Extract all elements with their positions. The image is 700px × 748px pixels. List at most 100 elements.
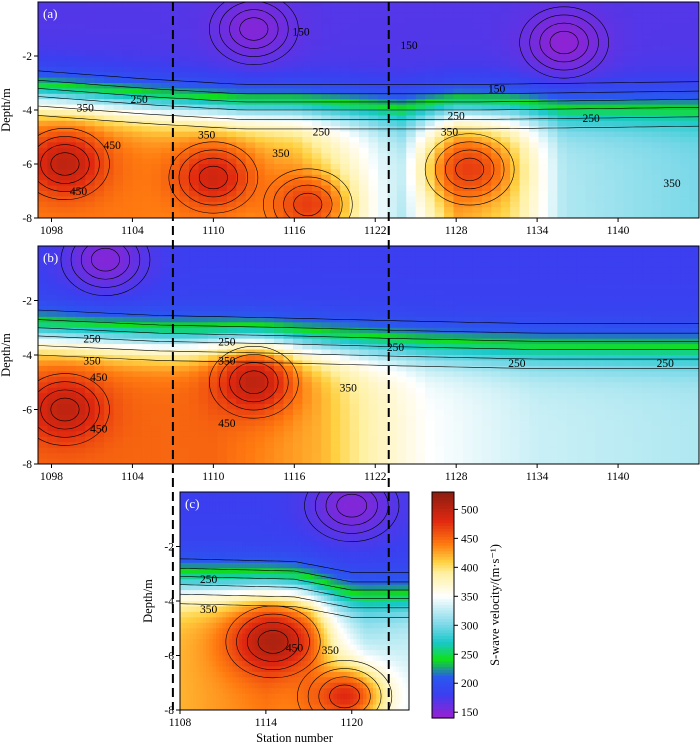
contour-line bbox=[297, 660, 393, 710]
contour-label: 250 bbox=[508, 358, 526, 370]
contour-label: 450 bbox=[90, 372, 108, 384]
x-tick-label: 1134 bbox=[526, 471, 549, 483]
x-tick-label: 1122 bbox=[364, 471, 387, 483]
x-tick-label: 1116 bbox=[283, 225, 305, 237]
y-tick-label: -8 bbox=[22, 459, 32, 471]
contour-label: 350 bbox=[340, 383, 358, 395]
contour-label: 450 bbox=[218, 418, 236, 430]
x-tick-label: 1128 bbox=[445, 225, 468, 237]
x-tick-label: 1134 bbox=[526, 225, 549, 237]
contour-label: 150 bbox=[400, 40, 418, 52]
contour-line bbox=[529, 14, 599, 71]
x-tick-label: 1114 bbox=[255, 717, 277, 729]
y-tick-label: -8 bbox=[164, 705, 174, 717]
colorbar-tick-label: 250 bbox=[461, 649, 479, 661]
contour-line bbox=[180, 593, 409, 609]
panel-a-label: (a) bbox=[43, 6, 57, 21]
contour-label: 250 bbox=[582, 113, 600, 125]
x-tick-label: 1128 bbox=[445, 471, 468, 483]
x-tick-label: 1104 bbox=[121, 471, 144, 483]
x-tick-label: 1116 bbox=[283, 471, 305, 483]
contour-line bbox=[539, 22, 589, 63]
contour-line bbox=[229, 362, 279, 403]
contour-line bbox=[38, 327, 699, 342]
contour-label: 450 bbox=[70, 186, 88, 198]
contour-line bbox=[80, 246, 131, 280]
contour-line bbox=[283, 184, 333, 218]
contour-line bbox=[90, 247, 120, 272]
contour-line bbox=[180, 568, 409, 583]
contour-line bbox=[209, 345, 299, 419]
contour-line bbox=[38, 70, 699, 85]
contour-line bbox=[180, 576, 409, 591]
panel-c-label: (c) bbox=[185, 496, 199, 511]
contour-line bbox=[325, 492, 378, 526]
y-tick-label: -6 bbox=[164, 651, 174, 663]
contour-line bbox=[336, 493, 368, 518]
contour-line bbox=[229, 9, 279, 49]
contour-line bbox=[180, 603, 409, 618]
contour-line bbox=[50, 152, 80, 176]
contour-line bbox=[38, 88, 699, 103]
contour-line bbox=[246, 621, 300, 662]
colorbar-tick-label: 400 bbox=[461, 562, 479, 574]
contour-line bbox=[180, 584, 409, 599]
colorbar-tick-label: 450 bbox=[461, 533, 479, 545]
y-tick-label: -6 bbox=[22, 159, 32, 171]
contour-line bbox=[307, 668, 382, 710]
contour-label: 250 bbox=[657, 358, 675, 370]
x-axis-label: Station number bbox=[256, 731, 334, 745]
contour-line bbox=[225, 605, 321, 679]
contour-line bbox=[198, 165, 228, 190]
panel-a-field: 150 150 150 250 250 250 250 350 350 350 350 350 450 4… bbox=[38, 2, 699, 218]
x-tick-label: 1098 bbox=[40, 225, 63, 237]
contour-line bbox=[60, 246, 151, 296]
contour-line bbox=[273, 176, 343, 218]
contour-label: 350 bbox=[441, 127, 459, 139]
contour-line bbox=[38, 136, 100, 192]
contour-label: 350 bbox=[77, 102, 95, 114]
contour-line bbox=[445, 149, 495, 190]
contour-line bbox=[38, 309, 699, 324]
y-axis-label: Depth/m bbox=[141, 579, 155, 623]
contour-label: 350 bbox=[322, 645, 340, 657]
contour-label: 350 bbox=[663, 178, 681, 190]
x-tick-label: 1108 bbox=[169, 717, 192, 729]
contour-label: 250 bbox=[83, 334, 101, 346]
contour-line bbox=[455, 157, 485, 182]
contour-line bbox=[239, 17, 269, 41]
panel-c-field: 250 350 450 350 bbox=[180, 492, 409, 710]
contour-label: 350 bbox=[83, 355, 101, 367]
y-axis-label: Depth/m bbox=[0, 333, 13, 377]
contour-label: 150 bbox=[292, 27, 310, 39]
contour-line bbox=[178, 149, 249, 206]
y-tick-label: -4 bbox=[22, 105, 32, 117]
contour-line bbox=[188, 157, 238, 198]
contour-line bbox=[209, 2, 299, 65]
y-tick-label: -2 bbox=[164, 542, 174, 554]
y-tick-label: -8 bbox=[22, 213, 32, 225]
x-tick-label: 1110 bbox=[202, 225, 224, 237]
contour-label: 250 bbox=[200, 574, 218, 586]
contour-label: 350 bbox=[198, 129, 216, 141]
x-tick-label: 1098 bbox=[40, 471, 63, 483]
contour-label: 250 bbox=[448, 110, 466, 122]
contour-line bbox=[38, 345, 699, 360]
colorbar-frame bbox=[431, 491, 455, 719]
contour-line bbox=[549, 30, 579, 55]
contour-label: 350 bbox=[200, 604, 218, 616]
contour-label: 250 bbox=[313, 127, 331, 139]
contour-line bbox=[50, 397, 80, 422]
contour-label: 250 bbox=[131, 94, 149, 106]
contour-label: 450 bbox=[90, 424, 108, 436]
y-tick-label: -4 bbox=[164, 596, 174, 608]
y-axis-label: Depth/m bbox=[0, 88, 13, 132]
contour-label: 450 bbox=[104, 140, 122, 152]
contour-line bbox=[236, 613, 310, 670]
contour-line bbox=[38, 354, 699, 369]
contour-line bbox=[38, 335, 699, 350]
contour-line bbox=[40, 144, 90, 184]
contour-line bbox=[424, 133, 515, 206]
contour-line bbox=[219, 2, 289, 57]
